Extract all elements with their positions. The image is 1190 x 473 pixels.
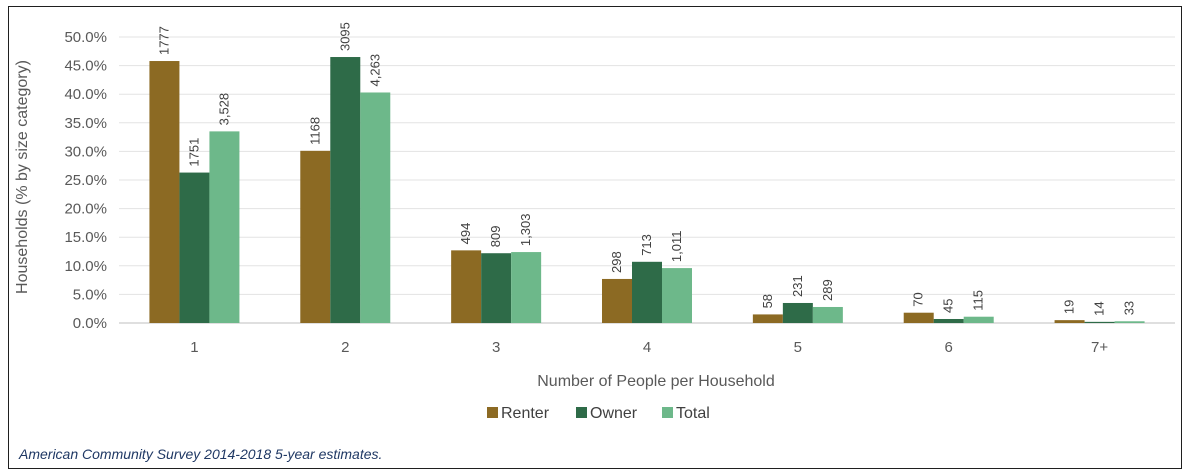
data-label: 70 xyxy=(911,292,926,306)
data-label: 1751 xyxy=(186,138,201,167)
y-tick-label: 30.0% xyxy=(64,143,107,160)
data-label: 4,263 xyxy=(367,54,382,87)
y-tick-label: 15.0% xyxy=(64,229,107,246)
y-tick-label: 10.0% xyxy=(64,258,107,275)
x-tick-label: 2 xyxy=(341,339,349,356)
data-label: 3,528 xyxy=(216,93,231,126)
legend-swatch-owner xyxy=(576,407,587,418)
data-label: 1168 xyxy=(307,117,322,145)
bar-owner xyxy=(1084,321,1115,323)
bar-renter xyxy=(1054,320,1085,323)
bar-owner xyxy=(782,302,813,323)
bar-renter xyxy=(300,150,331,323)
data-label: 58 xyxy=(760,294,775,308)
y-axis-title: Households (% by size category) xyxy=(14,60,31,294)
y-tick-label: 25.0% xyxy=(64,172,107,189)
data-label: 1,011 xyxy=(669,231,684,263)
y-axis-ticks: 0.0% 5.0% 10.0% 15.0% 20.0% 25.0% 30.0% 35.0% 40… xyxy=(64,29,107,332)
legend: Renter Owner Total xyxy=(487,405,710,422)
bar-renter xyxy=(451,250,482,323)
bars xyxy=(149,57,1145,324)
bar-owner xyxy=(933,318,964,323)
legend-label-owner: Owner xyxy=(590,405,638,422)
gridlines xyxy=(119,36,1175,324)
y-tick-label: 50.0% xyxy=(64,29,107,46)
source-note: American Community Survey 2014-2018 5-ye… xyxy=(19,446,383,462)
data-label: 494 xyxy=(458,223,473,245)
x-tick-label: 4 xyxy=(643,339,651,356)
data-label: 14 xyxy=(1092,301,1107,315)
x-tick-label: 6 xyxy=(945,339,953,356)
y-tick-label: 20.0% xyxy=(64,201,107,218)
bar-total xyxy=(511,252,542,323)
bar-total xyxy=(1114,321,1145,323)
data-label: 1777 xyxy=(156,26,171,55)
legend-swatch-renter xyxy=(487,407,498,418)
y-tick-label: 45.0% xyxy=(64,58,107,75)
data-label: 115 xyxy=(971,290,986,311)
bar-total xyxy=(209,131,240,323)
x-tick-label: 5 xyxy=(794,339,802,356)
x-tick-label: 3 xyxy=(492,339,500,356)
legend-swatch-total xyxy=(662,407,673,418)
x-axis-ticks: 1 2 3 4 5 6 7+ xyxy=(190,339,1108,356)
bar-owner xyxy=(632,261,662,323)
bar-owner xyxy=(179,172,210,323)
bar-total xyxy=(812,306,843,323)
bar-owner xyxy=(481,253,512,323)
y-tick-label: 5.0% xyxy=(73,286,107,303)
bar-total xyxy=(360,92,391,323)
y-tick-label: 40.0% xyxy=(64,86,107,103)
data-label: 33 xyxy=(1122,301,1137,315)
x-tick-label: 1 xyxy=(190,339,198,356)
data-labels: 1777 1751 3,528 1168 3095 4,263 494 809 1,303 298… xyxy=(156,22,1136,316)
data-label: 231 xyxy=(790,275,805,297)
data-label: 19 xyxy=(1062,300,1077,314)
data-label: 713 xyxy=(639,234,654,256)
data-label: 1,303 xyxy=(518,214,533,247)
bar-renter xyxy=(903,312,934,323)
data-label: 45 xyxy=(941,299,956,313)
bar-renter xyxy=(149,61,180,324)
legend-label-total: Total xyxy=(676,405,710,422)
data-label: 289 xyxy=(820,279,835,301)
x-axis-title: Number of People per Household xyxy=(537,373,774,390)
bar-total xyxy=(662,268,692,323)
data-label: 3095 xyxy=(337,22,352,51)
bar-owner xyxy=(330,57,361,324)
legend-label-renter: Renter xyxy=(501,405,550,422)
y-tick-label: 35.0% xyxy=(64,115,107,132)
x-tick-label: 7+ xyxy=(1091,339,1108,356)
chart-frame: 0.0% 5.0% 10.0% 15.0% 20.0% 25.0% 30.0% 35.0% 40… xyxy=(8,6,1182,469)
bar-renter xyxy=(602,278,632,323)
y-tick-label: 0.0% xyxy=(73,315,107,332)
bar-renter xyxy=(752,314,783,323)
bar-total xyxy=(963,316,994,323)
bar-chart: 0.0% 5.0% 10.0% 15.0% 20.0% 25.0% 30.0% 35.0% 40… xyxy=(14,22,1175,422)
data-label: 298 xyxy=(609,251,624,273)
data-label: 809 xyxy=(488,226,503,248)
